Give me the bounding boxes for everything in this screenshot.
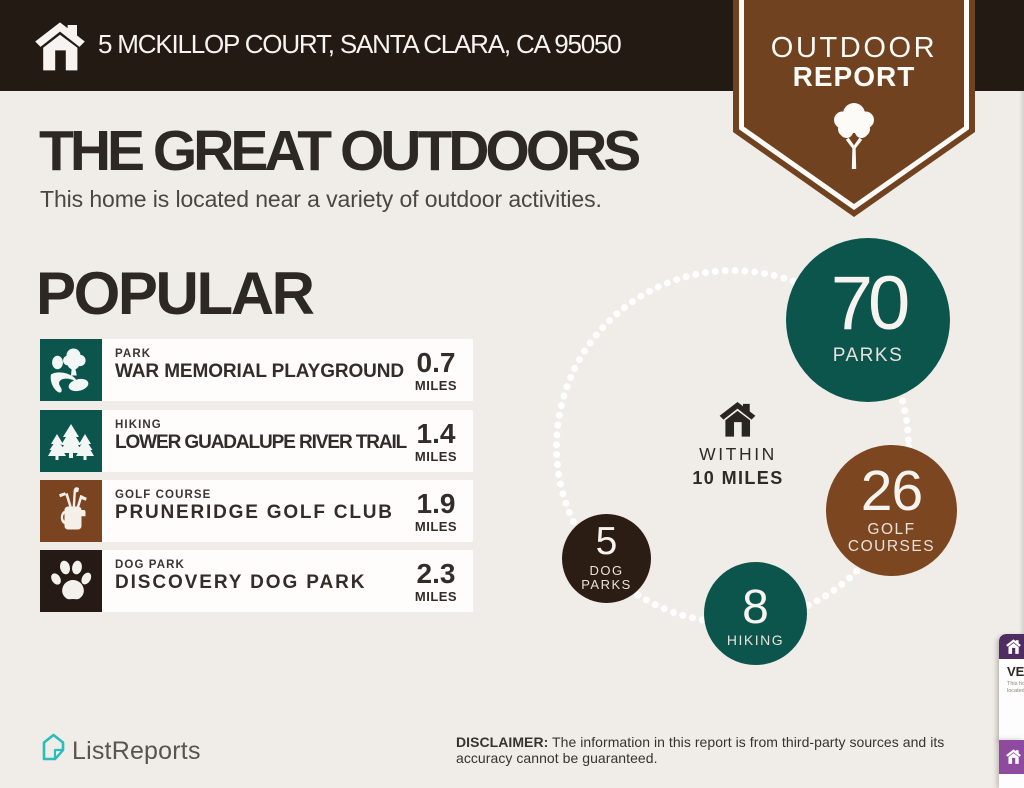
svg-text:OUTDOOR: OUTDOOR bbox=[771, 32, 937, 64]
svg-text:REPORT: REPORT bbox=[793, 61, 916, 92]
